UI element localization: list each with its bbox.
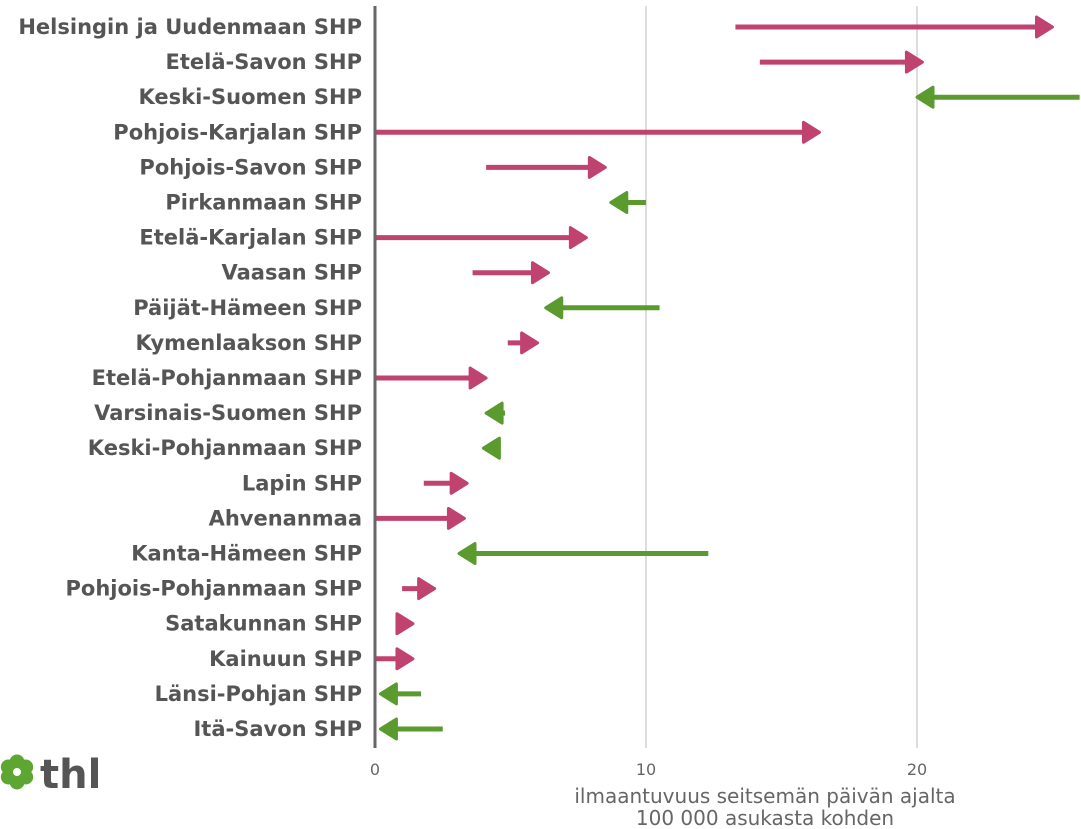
arrow-head [395, 612, 415, 636]
arrow-mark [609, 191, 646, 214]
x-tick-labels: 0 10 20 [370, 760, 927, 779]
category-label: Kanta-Hämeen SHP [131, 542, 362, 566]
arrow-mark [481, 436, 501, 460]
arrow-mark [472, 261, 550, 285]
arrow-head [544, 296, 564, 320]
arrow-head [378, 717, 398, 741]
arrow-mark [544, 296, 660, 320]
arrow-mark [375, 366, 488, 390]
x-tick-label: 10 [636, 760, 656, 779]
category-label: Itä-Savon SHP [193, 717, 362, 741]
category-label: Satakunnan SHP [165, 612, 362, 636]
category-label: Pohjois-Savon SHP [139, 155, 362, 179]
category-label: Päijät-Hämeen SHP [133, 296, 362, 320]
arrow-mark [402, 577, 437, 601]
arrow-head [609, 191, 629, 214]
flower-petal [0, 759, 16, 775]
arrow-mark [457, 542, 709, 565]
category-label: Pirkanmaan SHP [165, 191, 362, 215]
logo-text: thl [40, 752, 101, 798]
arrow-mark [375, 647, 415, 671]
category-label: Ahvenanmaa [209, 506, 362, 530]
x-axis-title-line1: ilmaantuvuus seitsemän päivän ajalta [574, 784, 955, 808]
arrow-mark [507, 331, 540, 355]
arrow-head [457, 542, 477, 565]
arrow-head [801, 120, 821, 144]
arrow-head [395, 647, 415, 671]
category-label: Etelä-Karjalan SHP [139, 226, 362, 250]
arrow-mark [759, 50, 924, 74]
category-label: Helsingin ja Uudenmaan SHP [18, 15, 362, 39]
x-tick-label: 20 [907, 760, 927, 779]
arrow-head [915, 85, 935, 109]
arrow-mark [423, 471, 469, 495]
arrow-mark [375, 506, 466, 530]
arrow-head [449, 471, 469, 495]
category-label: Etelä-Pohjanmaan SHP [92, 366, 362, 390]
arrow-mark [378, 682, 422, 706]
category-label: Länsi-Pohjan SHP [155, 682, 362, 706]
category-label: Lapin SHP [242, 471, 362, 495]
arrow-head [520, 331, 540, 355]
arrow-head [904, 50, 924, 74]
arrow-head [446, 506, 466, 530]
arrow-mark [375, 120, 821, 144]
arrow-mark [378, 717, 443, 741]
category-label: Pohjois-Pohjanmaan SHP [66, 577, 362, 601]
arrow-head [481, 436, 501, 460]
arrow-head [1035, 15, 1054, 39]
category-label: Kainuun SHP [209, 647, 362, 671]
arrow-mark [915, 85, 1080, 109]
category-label: Vaasan SHP [222, 261, 362, 285]
flower-center [13, 768, 21, 776]
thl-logo: thl [0, 752, 101, 798]
arrow-mark [735, 15, 1054, 39]
category-label: Keski-Pohjanmaan SHP [88, 436, 362, 460]
x-axis-title-line2: 100 000 asukasta kohden [636, 806, 894, 829]
category-label: Etelä-Savon SHP [166, 50, 362, 74]
gridlines [645, 6, 918, 748]
category-label: Pohjois-Karjalan SHP [113, 120, 362, 144]
arrow-mark [395, 612, 415, 636]
arrow-head [587, 155, 607, 179]
arrow-mark [375, 226, 588, 250]
arrow-head [484, 401, 504, 425]
flower-icon [0, 754, 34, 790]
category-label: Varsinais-Suomen SHP [94, 401, 362, 425]
x-tick-label: 0 [370, 760, 380, 779]
arrow-mark [486, 155, 607, 179]
arrow-head [568, 226, 588, 250]
arrow-head [530, 261, 550, 285]
arrow-head [378, 682, 398, 706]
category-label: Kymenlaakson SHP [136, 331, 362, 355]
arrow-head [468, 366, 488, 390]
arrow-mark [484, 401, 506, 425]
category-label: Keski-Suomen SHP [138, 85, 362, 109]
category-labels: Helsingin ja Uudenmaan SHP Etelä-Savon SH… [18, 15, 362, 741]
arrow-head [417, 577, 437, 601]
arrow-series [375, 15, 1080, 741]
